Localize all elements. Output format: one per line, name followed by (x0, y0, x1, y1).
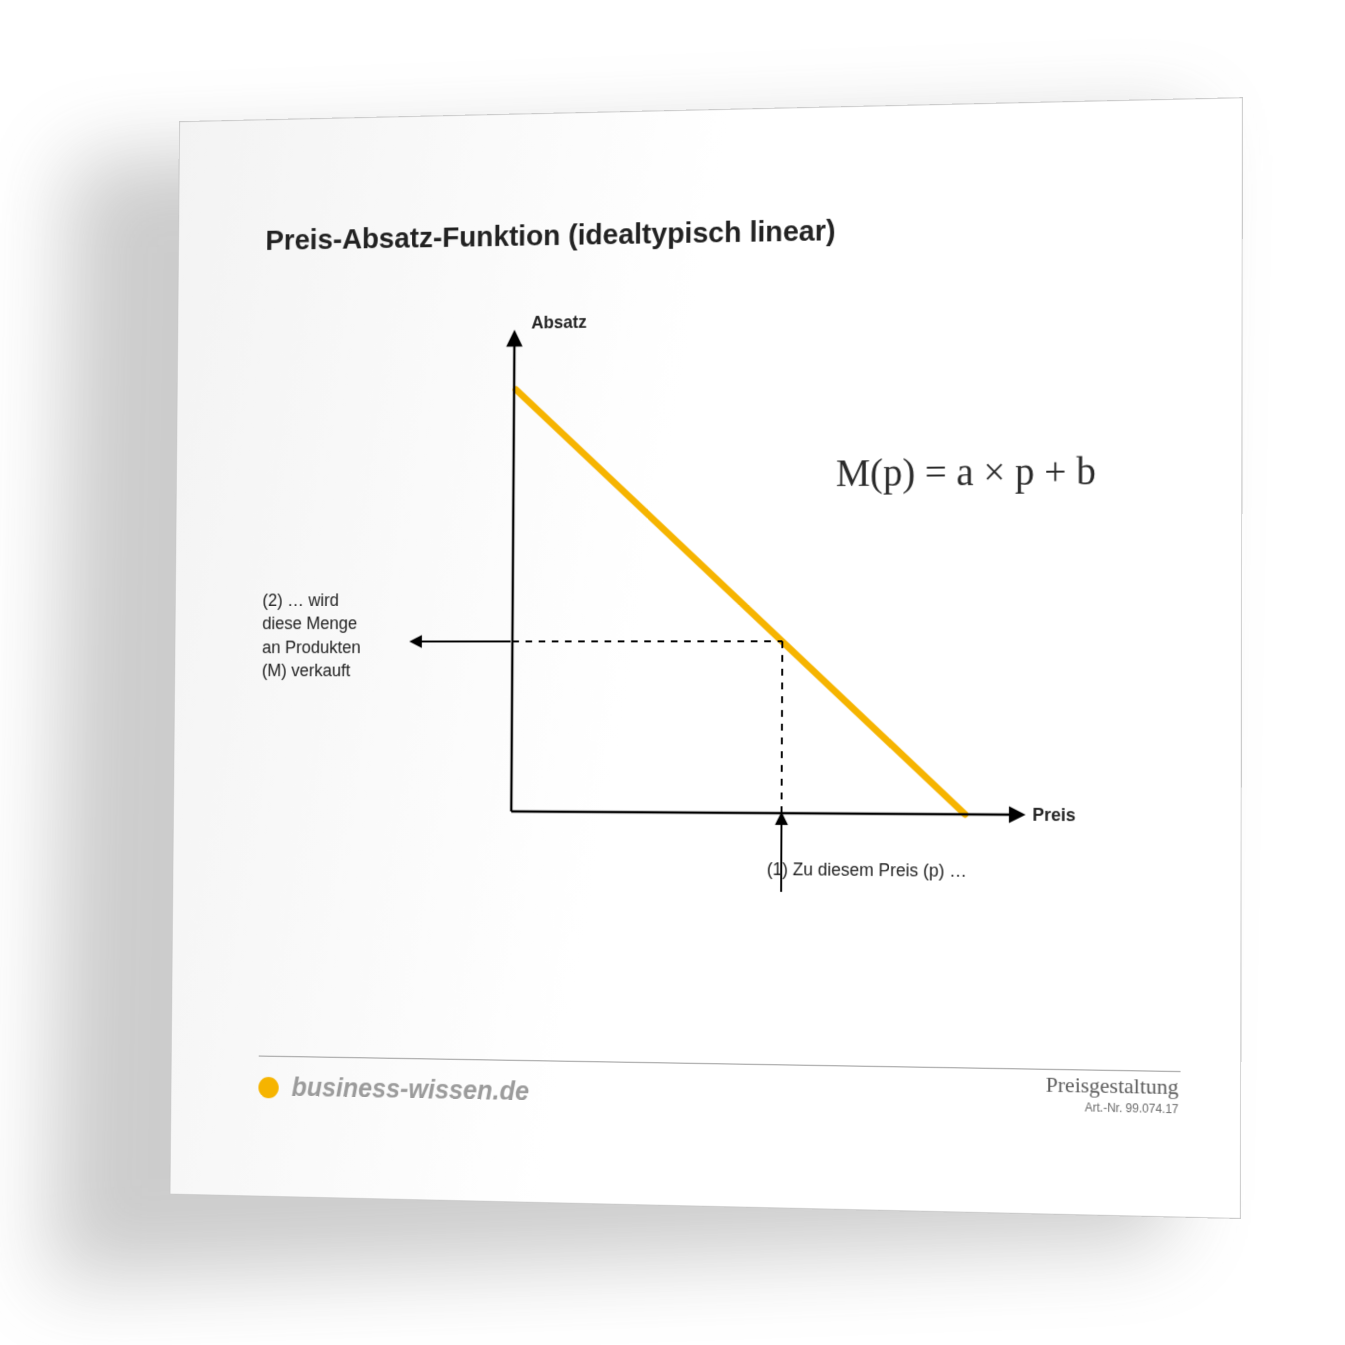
brand-text: business-wissen.de (291, 1073, 529, 1107)
annotation-price: (1) Zu diesem Preis (p) … (767, 857, 967, 883)
footer-article-number: Art.-Nr. 99.074.17 (1046, 1100, 1179, 1116)
demand-chart-svg: Absatz Preis (260, 298, 1148, 915)
annotation-quantity: (2) … wirddiese Mengean Produkten(M) ver… (262, 589, 361, 683)
demand-chart: Absatz Preis M(p) = a × p + b (1) Zu dies… (260, 298, 1148, 915)
document-card: Preis-Absatz-Funktion (idealtypisch line… (169, 97, 1243, 1219)
svg-text:Absatz: Absatz (531, 312, 587, 333)
footer-meta: Preisgestaltung Art.-Nr. 99.074.17 (1046, 1072, 1179, 1116)
footer-divider (259, 1056, 1181, 1073)
brand-dot-icon (258, 1076, 278, 1098)
brand-logo: business-wissen.de (258, 1072, 529, 1107)
page-title: Preis-Absatz-Funktion (idealtypisch line… (265, 215, 835, 258)
svg-text:Preis: Preis (1032, 804, 1075, 825)
demand-function-formula: M(p) = a × p + b (836, 448, 1096, 496)
footer-category: Preisgestaltung (1046, 1072, 1179, 1100)
